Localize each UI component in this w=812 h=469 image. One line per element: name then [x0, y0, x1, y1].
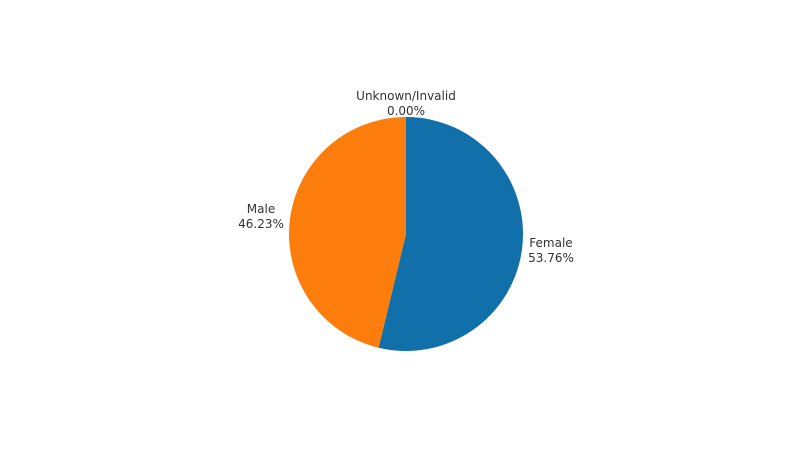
slice-category-label: Male — [247, 202, 275, 216]
slice-value-label: 53.76% — [528, 251, 574, 265]
slices-layer — [289, 117, 524, 351]
slice-category-label: Female — [529, 236, 572, 250]
pie-slice-male[interactable] — [289, 117, 406, 348]
slice-category-label: Unknown/Invalid — [356, 89, 456, 103]
slice-value-label: 0.00% — [387, 104, 425, 118]
slice-value-label: 46.23% — [238, 217, 284, 231]
pie-slice-female[interactable] — [378, 117, 524, 351]
